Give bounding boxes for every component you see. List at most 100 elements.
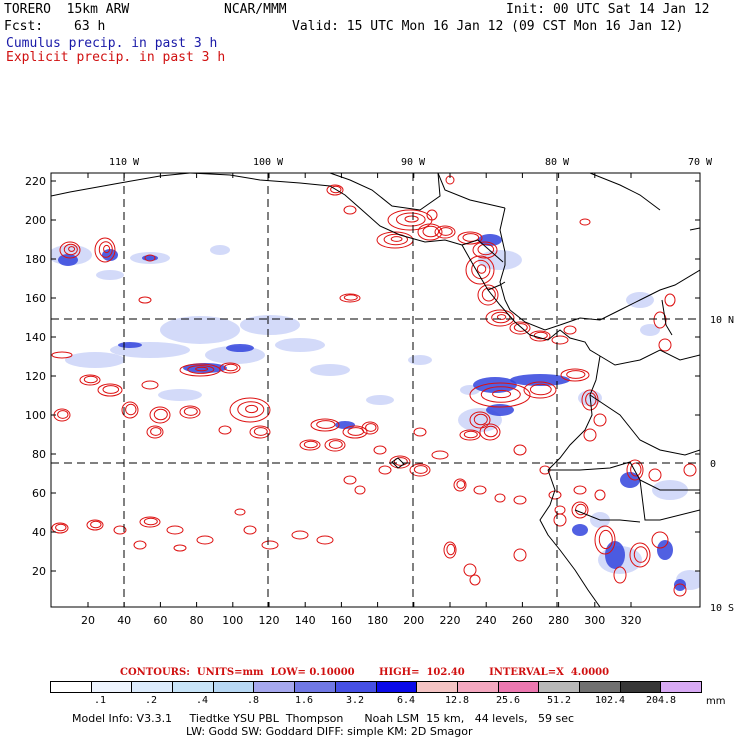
explicit-precip-contour <box>330 185 342 194</box>
coastline <box>499 207 561 331</box>
explicit-precip-contour <box>443 541 457 559</box>
explicit-precip-contour <box>237 401 265 418</box>
cumulus-heavy-area <box>58 254 78 266</box>
y-tick-label: 20 <box>32 565 46 578</box>
explicit-precip-contour <box>342 425 368 439</box>
cumulus-heavy-area <box>572 524 588 536</box>
legend-value: .4 <box>195 695 209 706</box>
explicit-precip-contour <box>187 365 215 374</box>
explicit-precip-contour <box>361 421 379 435</box>
y-tick-label: 60 <box>32 487 46 500</box>
cumulus-heavy-area <box>183 363 227 373</box>
explicit-precip-contour <box>473 485 487 495</box>
cumulus-heavy-area <box>142 255 158 261</box>
coastline <box>589 394 700 456</box>
cumulus-light-area <box>408 355 432 365</box>
explicit-precip-contour <box>173 544 187 552</box>
explicit-precip-contour <box>413 465 428 474</box>
org-label: NCAR/MMM <box>224 2 287 17</box>
x-tick-label: 60 <box>153 614 167 627</box>
explicit-precip-contour <box>383 233 408 246</box>
explicit-precip-contour <box>459 429 481 441</box>
explicit-precip-contour <box>234 508 246 516</box>
explicit-precip-contour <box>483 425 498 438</box>
explicit-precip-contour <box>378 465 392 475</box>
explicit-precip-contour <box>496 314 507 320</box>
cumulus-light-area <box>65 352 125 368</box>
cumulus-light-area <box>158 389 202 401</box>
coastline <box>189 173 463 246</box>
explicit-precip-contour <box>469 411 491 429</box>
coastline <box>574 509 641 523</box>
cumulus-heavy-area <box>510 374 570 386</box>
explicit-precip-contour <box>673 583 687 597</box>
explicit-precip-contour <box>343 205 357 215</box>
x-tick-label: 280 <box>548 614 569 627</box>
legend-swatch <box>173 682 214 692</box>
explicit-precip-contour <box>326 184 344 196</box>
explicit-precip-contour <box>310 418 340 432</box>
explicit-precip-contour <box>149 406 171 424</box>
explicit-precip-contour <box>102 385 120 394</box>
physics-info: LW: Godd SW: Goddard DIFF: simple KM: 2D… <box>186 725 473 738</box>
explicit-precip-contour <box>456 480 466 489</box>
explicit-precip-contour <box>523 381 557 399</box>
explicit-precip-contour <box>243 525 257 535</box>
legend-swatch <box>213 682 255 692</box>
cumulus-light-area <box>310 364 350 376</box>
explicit-precip-layer <box>51 175 697 597</box>
explicit-precip-contour <box>434 225 456 239</box>
legend-value: 12.8 <box>444 695 470 706</box>
explicit-precip-contour <box>354 485 366 495</box>
cumulus-heavy-area <box>226 344 254 352</box>
explicit-precip-contour <box>365 423 377 432</box>
explicit-precip-contour <box>83 375 98 384</box>
latitude-label: 10 N <box>710 315 734 326</box>
explicit-precip-contour <box>533 331 548 340</box>
explicit-precip-contour <box>343 294 358 301</box>
explicit-precip-contour <box>465 255 495 285</box>
explicit-precip-contour <box>143 517 158 526</box>
valid-time: Valid: 15 UTC Mon 16 Jan 12 (09 CST Mon … <box>292 19 684 34</box>
x-tick-label: 20 <box>81 614 95 627</box>
explicit-precip-contour <box>229 397 271 423</box>
coastline <box>437 173 506 209</box>
explicit-precip-contour <box>492 389 512 399</box>
y-tick-label: 80 <box>32 448 46 461</box>
cumulus-heavy-area <box>478 234 502 246</box>
explicit-precip-contour <box>529 383 552 396</box>
latitude-label: 10 S <box>710 603 734 614</box>
explicit-precip-contour <box>138 296 152 304</box>
coastline <box>391 457 405 469</box>
explicit-precip-contour <box>86 519 104 531</box>
explicit-precip-contour <box>653 311 667 329</box>
model-title: TORERO 15km ARW <box>4 2 130 17</box>
explicit-precip-contour <box>457 231 483 245</box>
coastline <box>461 244 601 357</box>
explicit-precip-contour <box>97 383 123 397</box>
x-tick-label: 160 <box>331 614 352 627</box>
legend-value: 1.6 <box>294 695 314 706</box>
legend-swatch <box>132 682 174 692</box>
longitude-label: 90 W <box>401 157 426 168</box>
longitude-label: 70 W <box>688 157 713 168</box>
y-tick-label: 100 <box>25 409 46 422</box>
legend-swatch <box>51 682 92 692</box>
legend-unit: mm <box>706 696 726 707</box>
explicit-precip-contour <box>613 566 627 584</box>
explicit-precip-contour <box>183 407 198 416</box>
explicit-precip-contour <box>571 501 589 519</box>
x-tick-label: 100 <box>222 614 243 627</box>
cumulus-heavy-area <box>674 579 686 591</box>
explicit-precip-contour <box>133 540 147 550</box>
explicit-precip-contour <box>218 425 232 435</box>
x-tick-label: 80 <box>190 614 204 627</box>
cumulus-heavy-area <box>605 541 625 569</box>
coastline <box>589 173 661 211</box>
color-legend <box>50 681 702 693</box>
y-tick-label: 180 <box>25 253 46 266</box>
explicit-precip-contour <box>98 241 113 258</box>
explicit-precip-contour <box>125 403 137 416</box>
explicit-precip-contour <box>389 455 411 469</box>
cumulus-heavy-area <box>473 377 517 393</box>
